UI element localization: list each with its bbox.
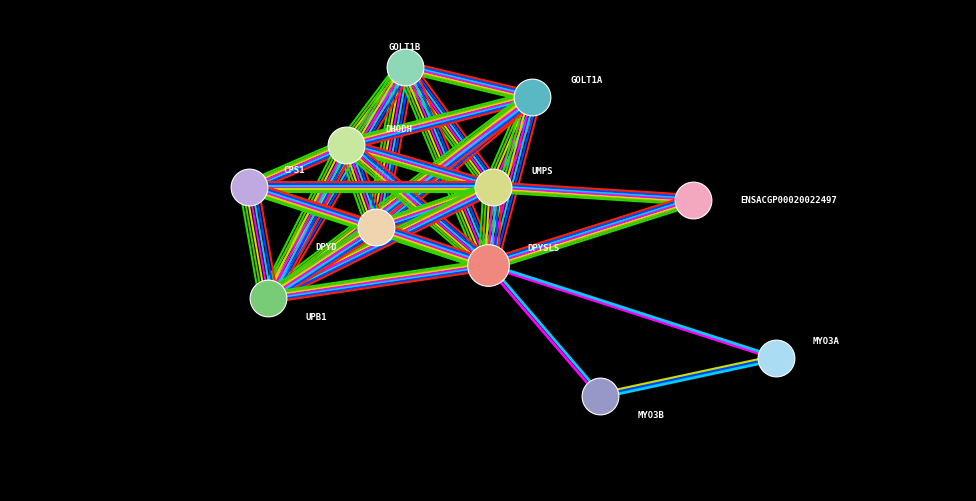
Point [368,224,384,232]
Point [261,294,276,302]
Point [339,141,354,149]
Text: UMPS: UMPS [532,166,553,175]
Point [480,262,496,270]
Text: MYO3A: MYO3A [813,337,840,346]
Point [592,392,608,400]
Text: GOLT1B: GOLT1B [388,43,422,52]
Point [768,354,784,362]
Text: MYO3B: MYO3B [637,410,665,419]
Point [397,64,413,72]
Point [685,196,701,204]
Text: DHODH: DHODH [386,125,413,134]
Text: UPB1: UPB1 [305,313,327,322]
Text: ENSACGP00020022497: ENSACGP00020022497 [740,196,836,205]
Text: GOLT1A: GOLT1A [571,76,603,85]
Text: DPYSL5: DPYSL5 [527,244,559,253]
Text: DPYD: DPYD [315,242,337,252]
Text: CPS1: CPS1 [283,166,305,175]
Point [524,94,540,102]
Point [241,184,257,192]
Point [485,184,501,192]
